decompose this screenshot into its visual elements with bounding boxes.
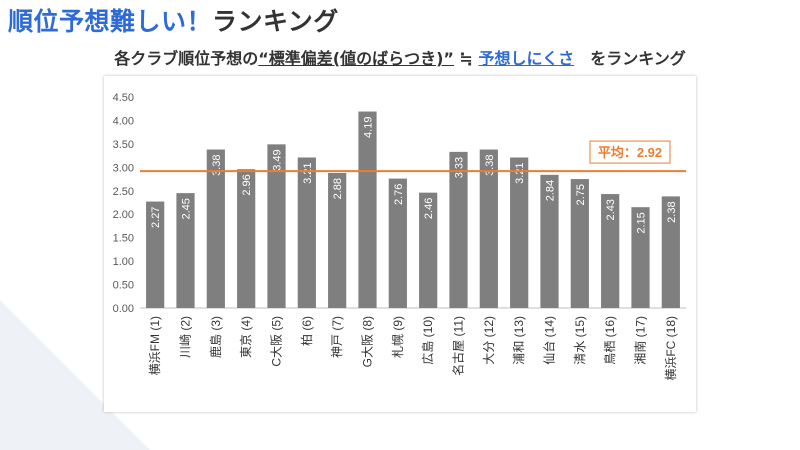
bar-value-label: 2.84 [545, 180, 557, 201]
x-tick-label: 東京 (4) [239, 316, 253, 358]
x-tick-label: 仙台 (14) [542, 316, 557, 365]
bar-value-label: 2.88 [332, 178, 344, 199]
average-label: 平均：2.92 [598, 145, 662, 160]
subtitle-lead: 各クラブ順位予想の [114, 49, 259, 68]
subtitle-meaning: 予想しにくさ [478, 49, 575, 68]
x-tick-label: 広島 (10) [420, 316, 435, 365]
bar-value-label: 2.15 [636, 212, 648, 233]
bar [540, 174, 559, 308]
average-label-box [589, 140, 671, 164]
x-tick-label: 浦和 (13) [512, 316, 526, 365]
x-tick-label: 鳥栖 (16) [602, 316, 617, 365]
bar [631, 207, 650, 308]
bar-value-label: 2.38 [666, 201, 678, 222]
headline-part2: ランキング [212, 7, 339, 36]
y-tick-label: 1.00 [113, 256, 134, 268]
bar-value-label: 2.43 [605, 199, 617, 220]
bar-value-label: 2.46 [423, 198, 435, 219]
bar [358, 111, 377, 308]
bar [388, 178, 407, 308]
bar-value-label: 2.27 [150, 207, 162, 228]
x-tick-label: 大分 (12) [482, 316, 496, 365]
bar-value-label: 4.19 [363, 117, 375, 138]
bar [328, 172, 347, 308]
headline-part1: 順位予想難しい！ [8, 7, 213, 36]
bar-chart: 0.00 0.50 1.00 1.50 2.00 2.50 3.00 3.50 4.00 4.50… [113, 92, 686, 381]
bar [267, 144, 286, 308]
x-tick-label: G大阪 (8) [361, 316, 375, 367]
x-tick-label: 横浜FM (1) [148, 316, 162, 375]
bar [237, 169, 256, 308]
y-tick-label: 2.50 [113, 186, 134, 198]
x-tick-label: 横浜FC (18) [664, 316, 678, 381]
x-tick-label: 神戸 (7) [330, 316, 344, 358]
bar [206, 149, 225, 308]
x-tick-label: 名古屋 (11) [451, 316, 466, 376]
bar-value-label: 3.38 [484, 155, 496, 176]
bar [146, 201, 165, 308]
bar-value-label: 2.45 [181, 198, 193, 219]
y-tick-label: 1.50 [113, 233, 134, 245]
y-tick-label: 4.00 [113, 115, 134, 127]
chart-frame: 0.00 0.50 1.00 1.50 2.00 2.50 3.00 3.50 4.00 4.50… [104, 76, 696, 412]
subtitle-approx: ≒ [453, 49, 479, 68]
bar-value-label: 2.96 [241, 174, 253, 195]
y-tick-label: 0.00 [113, 303, 134, 315]
bar-value-label: 3.21 [514, 162, 526, 183]
bar [479, 149, 498, 308]
page-headline: 順位予想難しい！ランキング [8, 2, 339, 38]
bar [510, 157, 529, 308]
x-tick-label: 湘南 (17) [633, 316, 648, 365]
bar-value-label: 2.76 [393, 184, 405, 205]
bar [570, 179, 589, 308]
bar-value-label: 2.75 [575, 184, 587, 205]
y-tick-label: 0.50 [113, 280, 134, 292]
x-tick-label: C大阪 (5) [270, 316, 284, 367]
bar [176, 193, 195, 308]
x-tick-label: 鹿島 (3) [208, 316, 223, 358]
subtitle-tail: をランキング [574, 49, 686, 68]
x-tick-label: 柏 (6) [299, 316, 314, 346]
bar [419, 192, 438, 308]
bar [661, 196, 680, 308]
x-tick-label: 川崎 (2) [179, 316, 193, 358]
bar [449, 151, 468, 308]
bar-value-label: 3.38 [211, 155, 223, 176]
bar [601, 194, 620, 308]
bar [297, 157, 316, 308]
bar-value-label: 3.21 [302, 162, 314, 183]
x-tick-label: 清水 (15) [573, 316, 587, 365]
bar-value-label: 3.49 [272, 149, 284, 170]
y-tick-label: 3.50 [113, 139, 134, 151]
y-tick-label: 4.50 [113, 92, 134, 104]
y-tick-label: 2.00 [113, 209, 134, 221]
page-subtitle: 各クラブ順位予想の“標準偏差(値のばらつき)” ≒ 予想しにくさ をランキング [40, 45, 760, 69]
x-tick-label: 札幌 (9) [390, 316, 405, 358]
bar-value-label: 3.33 [454, 157, 466, 178]
subtitle-key: “標準偏差(値のばらつき)” [258, 49, 454, 68]
y-tick-label: 3.00 [113, 162, 134, 174]
